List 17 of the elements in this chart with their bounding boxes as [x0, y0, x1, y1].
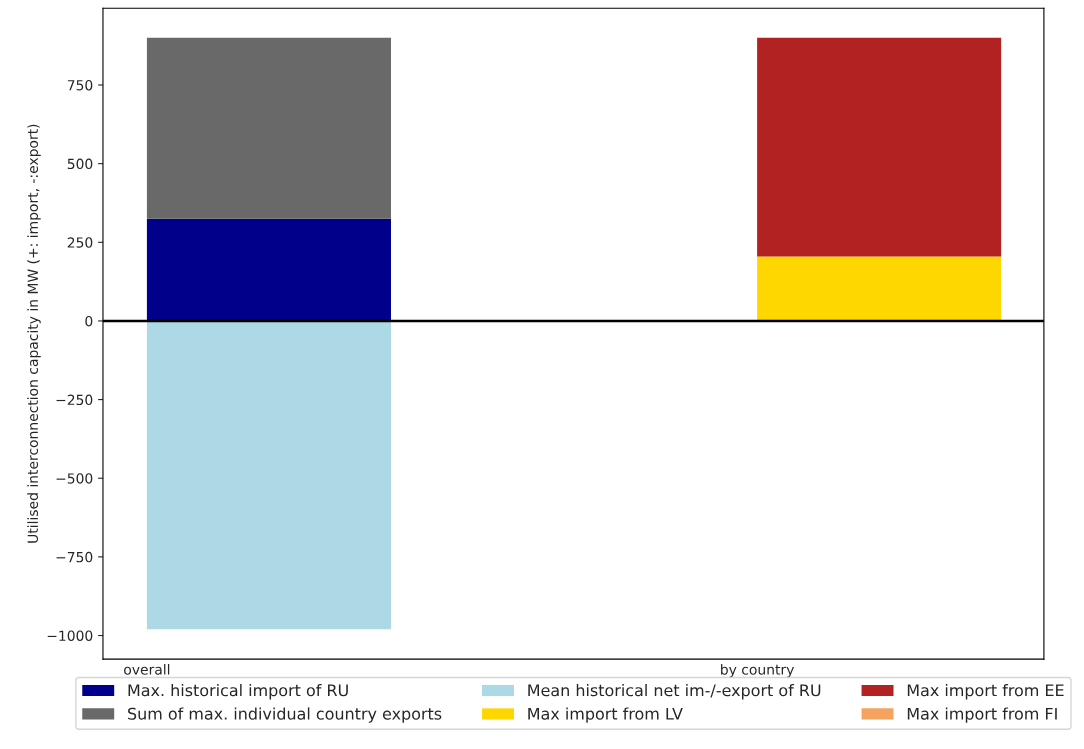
legend-label: Max. historical import of RU — [128, 683, 348, 700]
y-tick-label: 500 — [67, 158, 93, 170]
legend-label: Sum of max. individual country exports — [128, 707, 442, 723]
legend-label: Max import from FI — [907, 707, 1057, 723]
legend-label: Mean historical net im-/-export of RU — [528, 683, 821, 700]
x-tick-label: by country — [721, 663, 794, 678]
y-tick-label: −750 — [56, 551, 93, 563]
y-tick-label: 750 — [67, 79, 93, 91]
y-tick-label: 250 — [67, 237, 93, 248]
legend-label: Max import from LV — [528, 707, 683, 723]
y-tick-label: 0 — [85, 315, 93, 327]
y-tick-label: −250 — [56, 394, 93, 406]
y-axis-title: Utilised interconnection capacity in MW (+: import, -:export) — [27, 124, 41, 543]
y-tick-label: −1000 — [47, 630, 93, 641]
legend-label: Max import from EE — [907, 683, 1064, 700]
x-tick-label: overall — [124, 663, 170, 675]
y-tick-label: −500 — [56, 473, 93, 484]
